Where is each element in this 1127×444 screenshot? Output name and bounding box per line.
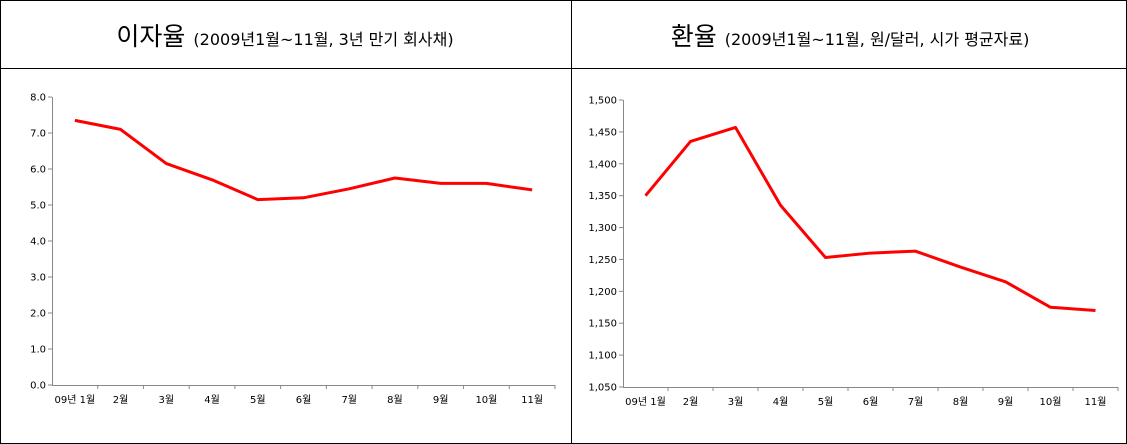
y-tick-label: 1,300 — [588, 223, 617, 234]
data-line — [74, 118, 533, 202]
y-tick-label: 2.0 — [30, 309, 46, 320]
y-tick-label: 1,400 — [588, 159, 617, 170]
x-tick-label: 10월 — [1040, 396, 1062, 408]
chart-subtitle: (2009년1월~11월, 원/달러, 시가 평균자료) — [725, 30, 1030, 49]
y-tick-label: 1,350 — [588, 191, 617, 202]
x-tick-label: 9월 — [998, 396, 1014, 408]
y-tick-label: 1,050 — [588, 383, 617, 394]
x-tick-label: 6월 — [863, 396, 879, 408]
y-tick-label: 4.0 — [30, 237, 46, 248]
chart-heading: 이자율 (2009년1월~11월, 3년 만기 회사채) — [116, 22, 453, 51]
x-tick-label: 4월 — [773, 396, 789, 408]
y-tick-label: 1,500 — [588, 96, 617, 107]
y-tick-label: 1,450 — [588, 127, 617, 138]
x-tick-label: 09년 1월 — [55, 394, 96, 406]
x-tick-label: 2월 — [113, 394, 129, 406]
chart-subtitle: (2009년1월~11월, 3년 만기 회사채) — [193, 30, 453, 49]
x-tick-label: 11월 — [1085, 396, 1107, 408]
y-tick-label: 5.0 — [30, 201, 46, 212]
y-tick-label: 3.0 — [30, 273, 46, 284]
x-tick-label: 10월 — [475, 394, 497, 406]
x-tick-label: 3월 — [159, 394, 175, 406]
x-tick-label: 09년 1월 — [625, 396, 666, 408]
x-tick-label: 5월 — [250, 394, 266, 406]
y-tick-label: 1,100 — [588, 351, 617, 362]
x-tick-label: 2월 — [683, 396, 699, 408]
x-tick-label: 7월 — [341, 394, 357, 406]
x-tick-label: 4월 — [204, 394, 220, 406]
x-tick-label: 8월 — [953, 396, 969, 408]
data-line — [644, 125, 1096, 312]
chart-heading: 환율 (2009년1월~11월, 원/달러, 시가 평균자료) — [671, 22, 1030, 51]
x-tick-label: 9월 — [433, 394, 449, 406]
y-tick-label: 8.0 — [30, 93, 46, 104]
y-tick-label: 1,250 — [588, 255, 617, 266]
x-tick-label: 8월 — [387, 394, 403, 406]
y-tick-label: 1,200 — [588, 287, 617, 298]
x-tick-label: 3월 — [728, 396, 744, 408]
x-tick-label: 11월 — [521, 394, 543, 406]
y-tick-label: 1,150 — [588, 319, 617, 330]
x-tick-label: 7월 — [908, 396, 924, 408]
y-tick-label: 7.0 — [30, 129, 46, 140]
chart-title: 환율 — [671, 22, 717, 51]
y-tick-label: 6.0 — [30, 165, 46, 176]
chart-title: 이자율 — [116, 22, 185, 51]
y-tick-label: 0.0 — [30, 381, 46, 392]
x-tick-label: 6월 — [296, 394, 312, 406]
x-tick-label: 5월 — [818, 396, 834, 408]
y-tick-label: 1.0 — [30, 345, 46, 356]
